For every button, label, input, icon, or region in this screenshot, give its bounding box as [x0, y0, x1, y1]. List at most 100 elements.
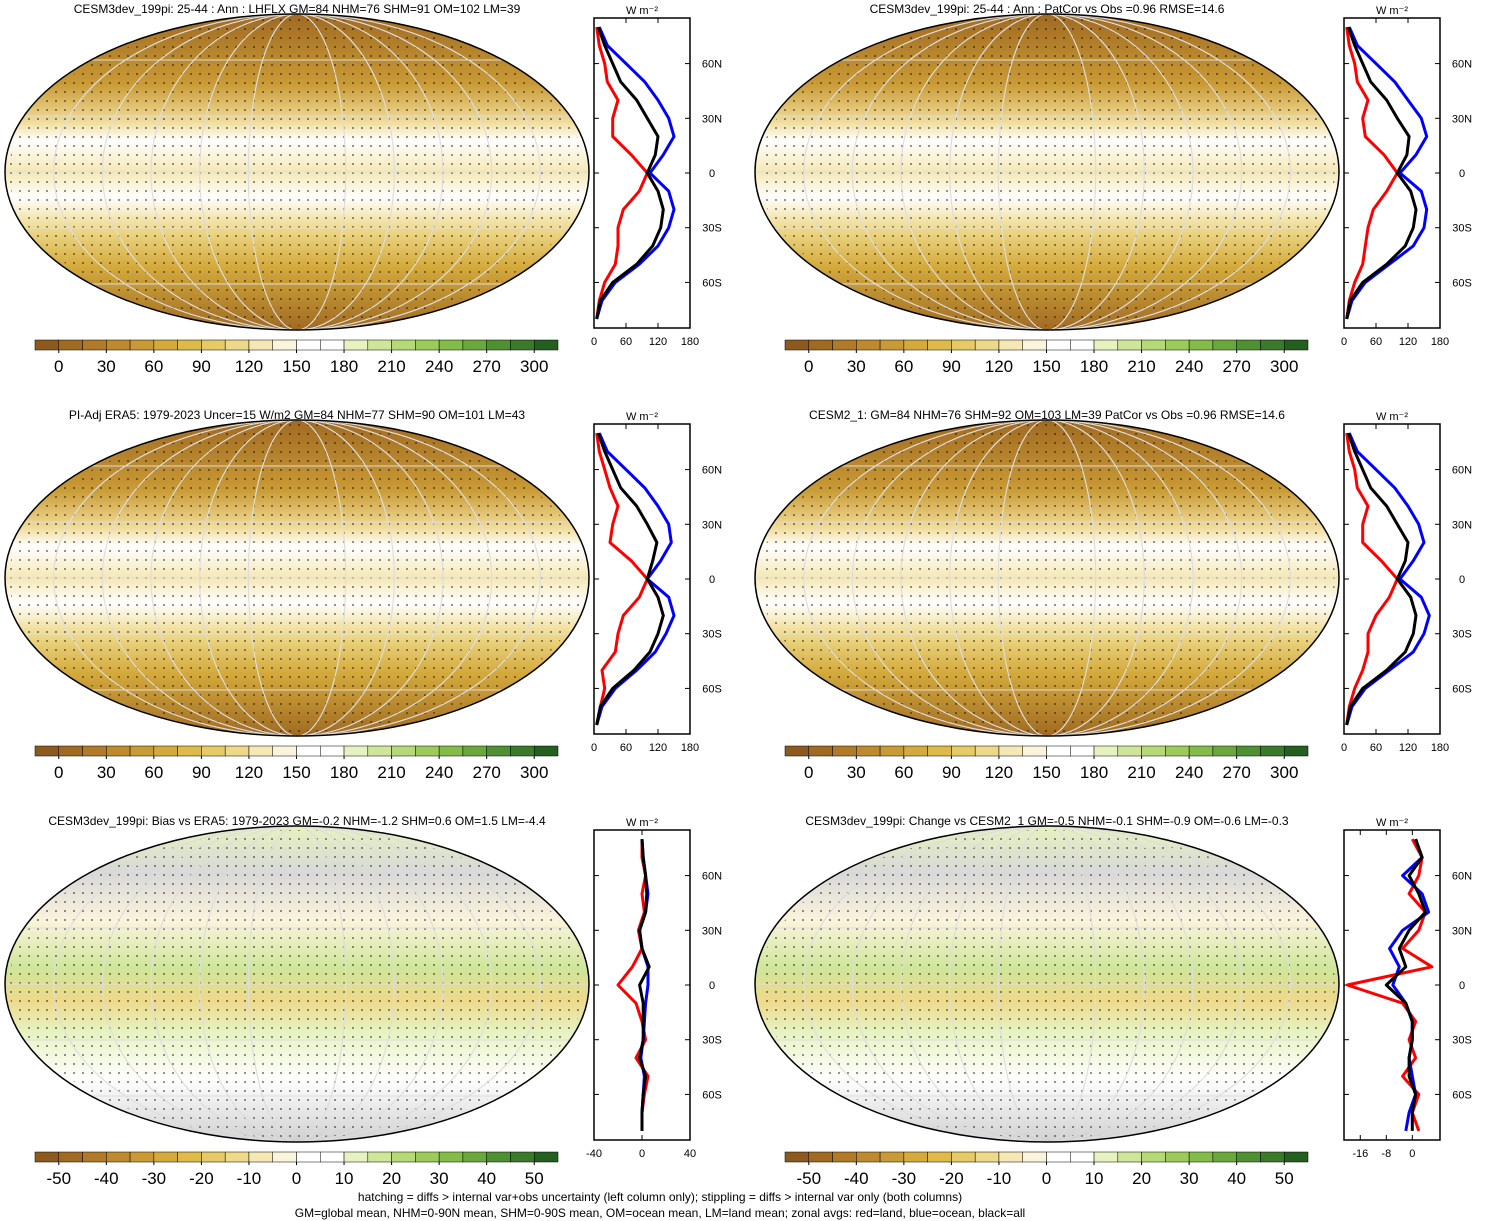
- profile-frame: [593, 423, 691, 735]
- colorbar-box: [951, 339, 976, 351]
- colorbar-box: [1141, 1151, 1166, 1163]
- colorbar-box: [951, 745, 976, 757]
- x-tick-label: 0: [591, 336, 597, 348]
- colorbar-label: 30: [847, 763, 866, 782]
- x-tick-label: 120: [649, 336, 667, 348]
- y-tick-label: 0: [709, 574, 715, 586]
- colorbar-box: [296, 339, 321, 351]
- x-tick-label: 0: [1341, 336, 1347, 348]
- colorbar-label: -50: [46, 1169, 71, 1188]
- colorbar-box: [510, 745, 535, 757]
- map: [4, 825, 590, 1143]
- colorbar-label: -10: [987, 1169, 1012, 1188]
- colorbar-box: [1165, 339, 1190, 351]
- colorbar-label: 30: [1180, 1169, 1199, 1188]
- colorbar-label: 60: [144, 763, 163, 782]
- y-tick-label: 60S: [1452, 277, 1472, 289]
- colorbar-box: [998, 1151, 1023, 1163]
- x-tick-label: 60: [1370, 742, 1382, 754]
- colorbar-box: [856, 745, 881, 757]
- colorbar-box: [391, 745, 416, 757]
- y-tick-label: 60N: [702, 59, 722, 71]
- map: [4, 13, 590, 331]
- colorbar-box: [832, 745, 857, 757]
- colorbar-box: [34, 339, 60, 351]
- y-tick-label: 30N: [702, 925, 722, 937]
- colorbar-box: [974, 339, 1000, 351]
- colorbar-box: [415, 339, 440, 351]
- colorbar-label: -40: [844, 1169, 869, 1188]
- y-tick-label: 0: [1459, 574, 1465, 586]
- x-tick-label: 0: [639, 1148, 645, 1160]
- colorbar-box: [1212, 339, 1237, 351]
- colorbar-box: [438, 339, 464, 351]
- colorbar-label: 180: [1080, 763, 1108, 782]
- colorbar-box: [1117, 745, 1142, 757]
- colorbar-box: [153, 1151, 178, 1163]
- colorbar-label: 90: [942, 357, 961, 376]
- colorbar-box: [1070, 339, 1095, 351]
- colorbar-label: -10: [237, 1169, 262, 1188]
- map-outline: [4, 419, 590, 737]
- y-tick-label: 60S: [1452, 683, 1472, 695]
- zonal-line: [595, 26, 665, 320]
- x-tick-label: 120: [649, 742, 667, 754]
- colorbar-box: [1260, 1151, 1285, 1163]
- colorbar-label: 60: [894, 763, 913, 782]
- colorbar-box: [129, 1151, 155, 1163]
- colorbar-box: [106, 339, 131, 351]
- colorbar-box: [82, 745, 107, 757]
- x-tick-label: 120: [1399, 742, 1417, 754]
- colorbar-box: [927, 339, 952, 351]
- units-label: W m⁻²: [1376, 5, 1408, 17]
- colorbar-box: [533, 339, 559, 351]
- y-tick-label: 60S: [702, 1089, 722, 1101]
- colorbar-box: [486, 1151, 511, 1163]
- zonal-line: [1345, 26, 1429, 320]
- colorbar-box: [1022, 745, 1047, 757]
- colorbar-box: [974, 1151, 1000, 1163]
- colorbar-label: 240: [1175, 763, 1203, 782]
- colorbar-box: [272, 339, 297, 351]
- colorbar-box: [1260, 339, 1285, 351]
- colorbar-box: [201, 339, 226, 351]
- x-tick-label: 0: [1409, 1148, 1415, 1160]
- map: [754, 825, 1340, 1143]
- colorbar-label: 300: [520, 357, 548, 376]
- colorbar-box: [177, 1151, 202, 1163]
- colorbar-label: 30: [847, 357, 866, 376]
- colorbar-box: [343, 745, 369, 757]
- colorbar-label: 30: [97, 763, 116, 782]
- colorbar-box: [343, 1151, 369, 1163]
- map: [754, 13, 1340, 331]
- colorbar-box: [272, 745, 297, 757]
- colorbar-box: [106, 745, 131, 757]
- units-label: W m⁻²: [1376, 411, 1408, 423]
- colorbar-box: [296, 1151, 321, 1163]
- units-label: W m⁻²: [626, 817, 658, 829]
- zonal-line: [1345, 432, 1431, 726]
- zonal-line: [1345, 838, 1434, 1132]
- colorbar-label: 240: [425, 357, 453, 376]
- colorbar-label: -20: [189, 1169, 214, 1188]
- y-tick-label: 30N: [1452, 925, 1472, 937]
- colorbar-box: [1165, 745, 1190, 757]
- zonal-line: [638, 839, 651, 1131]
- colorbar-label: 60: [894, 357, 913, 376]
- colorbar-box: [784, 339, 810, 351]
- colorbar-box: [1022, 339, 1047, 351]
- colorbar-box: [1093, 339, 1119, 351]
- zonal-line: [616, 839, 650, 1131]
- y-tick-label: 60S: [702, 683, 722, 695]
- colorbar-box: [1093, 745, 1119, 757]
- colorbar-box: [879, 745, 905, 757]
- zonal-line: [1384, 838, 1427, 1131]
- y-tick-label: 0: [709, 168, 715, 180]
- colorbar-box: [486, 745, 511, 757]
- y-tick-label: 60S: [1452, 1089, 1472, 1101]
- colorbar-label: 60: [144, 357, 163, 376]
- colorbar-box: [808, 1151, 833, 1163]
- colorbar-box: [856, 339, 881, 351]
- colorbar-box: [34, 745, 60, 757]
- colorbar-box: [129, 339, 155, 351]
